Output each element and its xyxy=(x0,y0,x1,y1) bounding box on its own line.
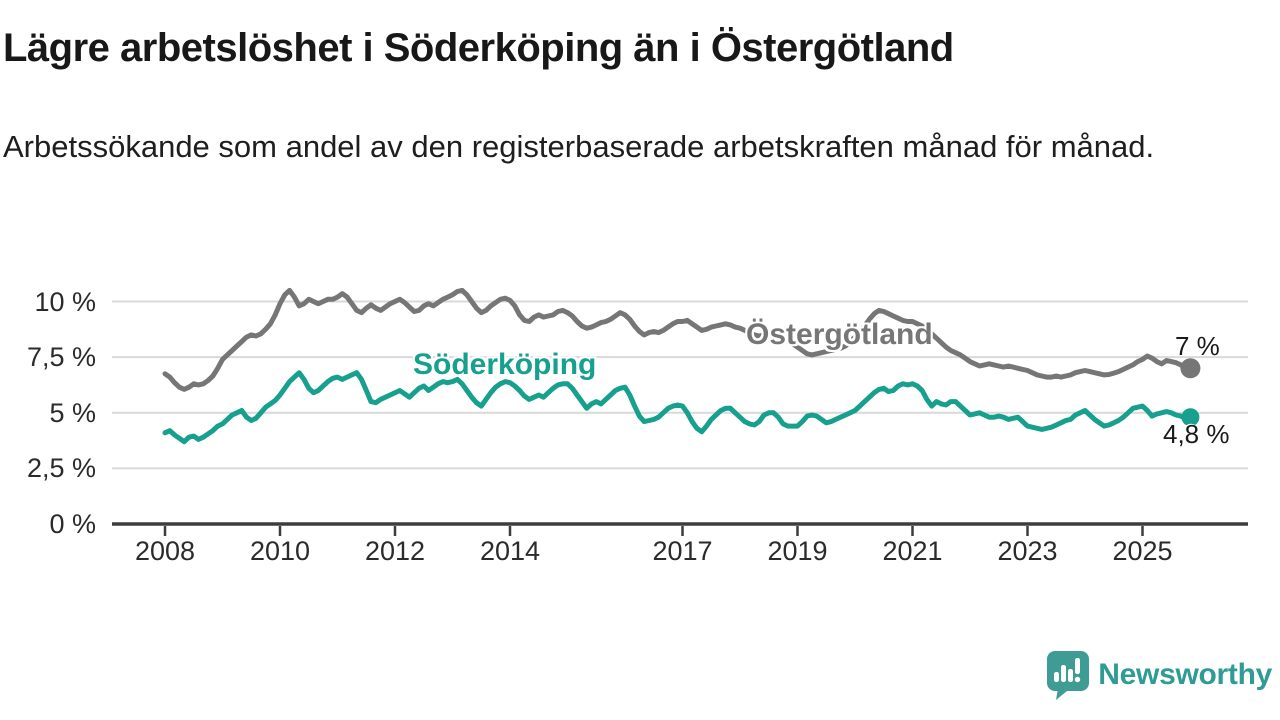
end-value-label-ostergotland: 7 % xyxy=(1175,331,1220,361)
series-label-ostergotland: Östergötland xyxy=(746,318,933,351)
end-value-label-soderkoping: 4,8 % xyxy=(1163,419,1230,449)
series-line-ostergotland xyxy=(162,287,1193,392)
y-tick-label: 0 % xyxy=(49,509,96,539)
x-tick-label: 2008 xyxy=(134,536,196,566)
series-label-soderkoping: Söderköping xyxy=(413,348,597,381)
y-tick-label: 2,5 % xyxy=(26,453,96,484)
x-tick-label: 2017 xyxy=(652,536,713,566)
x-tick-label: 2021 xyxy=(882,536,943,566)
x-tick-label: 2019 xyxy=(767,536,828,566)
newsworthy-logo: Newsworthy xyxy=(1045,650,1272,700)
series-line-soderkoping xyxy=(162,370,1193,445)
x-tick-label: 2025 xyxy=(1112,536,1173,566)
x-tick-label: 2010 xyxy=(249,536,311,566)
x-tick-label: 2023 xyxy=(997,536,1058,566)
page-subtitle: Arbetssökande som andel av den registerb… xyxy=(3,129,1155,164)
x-tick-label: 2014 xyxy=(479,536,541,566)
y-tick-label: 7,5 % xyxy=(26,342,96,373)
page-title: Lägre arbetslöshet i Söderköping än i Ös… xyxy=(3,26,954,70)
newsworthy-logo-icon xyxy=(1047,651,1090,700)
y-tick-label: 10 % xyxy=(34,286,96,317)
newsworthy-logo-text: Newsworthy xyxy=(1098,658,1272,691)
end-dot-soderkoping xyxy=(1181,408,1200,427)
x-tick-label: 2012 xyxy=(364,536,426,566)
y-tick-label: 5 % xyxy=(49,397,96,428)
end-dot-ostergotland xyxy=(1180,358,1201,379)
